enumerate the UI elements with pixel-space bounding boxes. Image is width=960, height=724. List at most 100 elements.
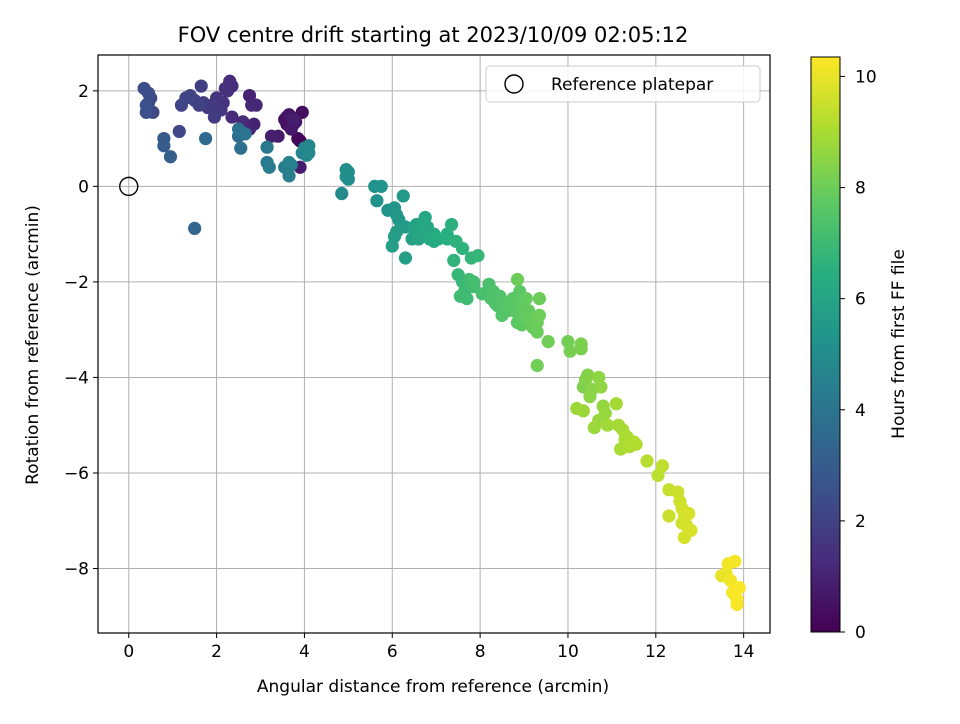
data-point (581, 368, 595, 382)
colorbar-tick-label: 8 (855, 179, 866, 199)
data-point (385, 239, 399, 253)
x-tick-label: 2 (211, 642, 222, 662)
data-point (139, 98, 153, 112)
data-point (510, 272, 525, 287)
data-point (207, 110, 221, 124)
grid (98, 55, 770, 633)
y-axis-ticks: 2 0 −2 −4 −6 −8 (64, 82, 98, 580)
data-point (662, 509, 676, 523)
x-tick-label: 8 (475, 642, 486, 662)
data-point (563, 344, 577, 358)
colorbar-label: Hours from first FF file (889, 249, 909, 439)
data-point (629, 437, 643, 451)
data-point (264, 129, 279, 143)
y-tick-label: −6 (64, 464, 89, 484)
data-point (335, 186, 349, 201)
data-point (600, 418, 615, 432)
data-point (396, 189, 410, 203)
x-tick-label: 14 (733, 642, 755, 662)
colorbar-tick-label: 10 (855, 67, 877, 87)
data-point (682, 506, 696, 521)
data-point (471, 249, 485, 263)
colorbar-ticks: 0 2 4 6 8 10 (840, 67, 877, 643)
data-point (157, 139, 171, 153)
data-point (583, 389, 597, 404)
data-point (172, 124, 186, 139)
x-axis-ticks: 0 2 4 6 8 10 12 14 (123, 633, 754, 662)
data-point (260, 140, 274, 154)
y-tick-label: −4 (64, 368, 89, 388)
colorbar: 0 2 4 6 8 10 Hours from first FF file (810, 56, 909, 643)
colorbar-tick-label: 0 (855, 623, 866, 643)
data-point (447, 253, 461, 268)
data-point (532, 308, 547, 322)
y-tick-label: −8 (64, 560, 89, 580)
x-tick-label: 10 (557, 642, 579, 662)
data-point (286, 112, 301, 127)
data-point (609, 397, 623, 411)
colorbar-gradient (810, 56, 841, 633)
legend: Reference platepar (485, 65, 761, 103)
data-point (295, 105, 309, 119)
data-point (587, 420, 601, 435)
data-point (728, 554, 742, 568)
data-point (532, 292, 547, 306)
data-point (282, 155, 296, 170)
data-point (249, 98, 263, 112)
data-point (302, 146, 316, 160)
data-point (460, 292, 474, 306)
data-point (374, 179, 388, 193)
data-point (530, 325, 544, 339)
data-point (225, 110, 239, 124)
data-point (262, 160, 276, 174)
legend-marker-reference (504, 74, 524, 94)
data-point (291, 131, 305, 146)
colorbar-tick-label: 2 (855, 512, 866, 532)
data-point (398, 251, 413, 265)
x-tick-label: 4 (299, 642, 310, 662)
data-point (576, 404, 590, 418)
data-point (541, 335, 555, 349)
plot-frame (97, 54, 771, 634)
data-point (530, 358, 544, 373)
data-point (730, 592, 744, 607)
colorbar-tick-label: 6 (855, 290, 866, 310)
y-tick-label: −2 (64, 273, 89, 293)
y-axis-label: Rotation from reference (arcmin) (23, 205, 43, 485)
data-point (466, 275, 481, 289)
data-point (234, 141, 248, 155)
reference-marker (119, 176, 139, 197)
data-point (218, 81, 232, 96)
data-point (732, 581, 746, 595)
data-point (574, 337, 588, 351)
data-point (390, 225, 404, 239)
data-point (199, 131, 213, 146)
data-point (194, 79, 208, 93)
y-tick-label: 0 (78, 177, 89, 197)
data-point (282, 169, 296, 183)
data-point (723, 573, 738, 588)
data-point (444, 217, 459, 232)
data-point (640, 454, 654, 468)
data-point (238, 127, 252, 141)
x-tick-label: 12 (645, 642, 667, 662)
data-point (163, 150, 178, 164)
colorbar-tick-label: 4 (855, 401, 866, 421)
legend-box (485, 65, 761, 103)
data-point (137, 81, 151, 96)
data-point (341, 165, 355, 179)
data-point (519, 292, 533, 306)
legend-label-reference: Reference platepar (551, 75, 713, 95)
y-tick-label: 2 (78, 82, 89, 102)
data-point (455, 241, 470, 256)
x-tick-label: 0 (123, 642, 134, 662)
data-point (684, 523, 698, 537)
chart-title: FOV centre drift starting at 2023/10/09 … (178, 23, 689, 47)
data-point (594, 380, 608, 394)
data-point (370, 194, 384, 208)
reference-point (119, 176, 139, 197)
x-axis-label: Angular distance from reference (arcmin) (257, 677, 609, 697)
data-point (188, 221, 202, 235)
